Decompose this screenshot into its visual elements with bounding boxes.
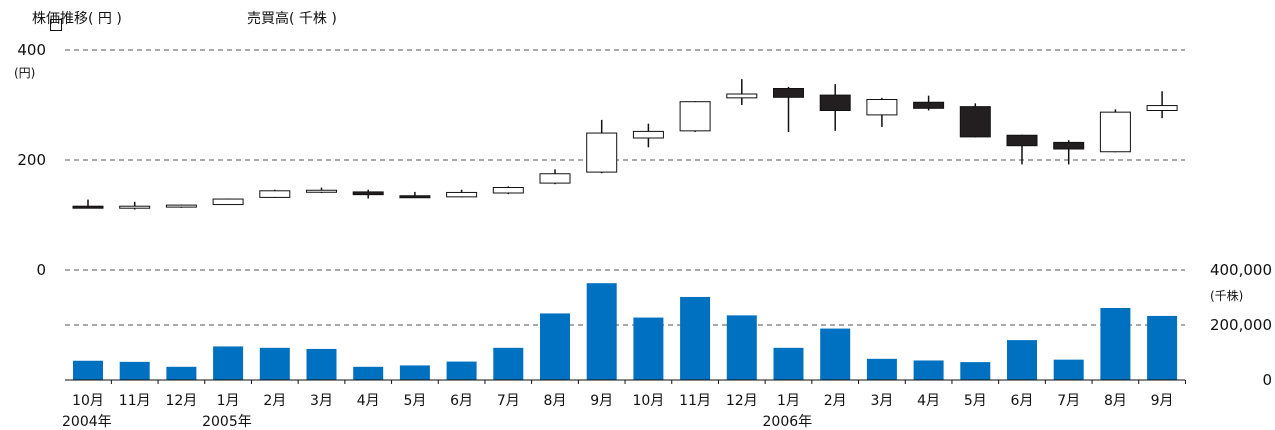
candle-body (866, 99, 898, 116)
month-label: 5月 (403, 393, 426, 409)
candle-body (773, 88, 804, 98)
candle-body (819, 94, 851, 111)
candle-body (1099, 111, 1131, 153)
volume-tick-label: 0 (1262, 371, 1272, 389)
candle-body (913, 101, 945, 109)
month-label: 4月 (917, 393, 940, 409)
volume-bar (306, 348, 337, 380)
month-label: 7月 (497, 393, 520, 409)
price-candles (72, 79, 1178, 210)
price-unit-label: (円) (14, 66, 35, 80)
price-axis: 0 200 400 (円) (14, 41, 46, 279)
volume-bar (399, 365, 430, 380)
candle-body (726, 93, 758, 99)
month-label: 3月 (870, 393, 893, 409)
month-label: 9月 (590, 393, 613, 409)
volume-bar (1100, 307, 1131, 380)
month-label: 12月 (726, 393, 758, 409)
candle-body (679, 101, 711, 132)
candle-body (1006, 134, 1038, 147)
volume-tick-label: 400,000 (1210, 261, 1272, 279)
candle-body (539, 173, 571, 184)
volume-bar (586, 283, 617, 380)
month-label: 4月 (357, 393, 380, 409)
month-label: 12月 (165, 393, 197, 409)
price-legend: 株価推移( 円 ) (32, 8, 122, 31)
volume-legend-label: 売買高( 千株 ) (247, 11, 337, 27)
candle-body (119, 205, 151, 209)
volume-bar (493, 347, 524, 380)
volume-bar (960, 362, 991, 380)
month-label: 1月 (777, 393, 800, 409)
month-label: 11月 (679, 393, 711, 409)
month-label: 6月 (450, 393, 473, 409)
volume-tick-label: 200,000 (1210, 316, 1272, 334)
year-label: 2006年 (763, 414, 813, 430)
volume-bar (773, 347, 804, 380)
volume-bar (866, 358, 897, 380)
volume-bar (680, 296, 711, 380)
month-label: 6月 (1011, 393, 1034, 409)
price-legend-label: 株価推移( 円 ) (32, 11, 122, 27)
price-tick-label: 200 (17, 151, 46, 169)
month-label: 2月 (824, 393, 847, 409)
volume-unit-label: (千株) (1210, 288, 1243, 303)
candle-body (352, 191, 384, 196)
volume-bar (353, 366, 384, 380)
volume-bar (446, 361, 477, 380)
grid-layer (65, 49, 1185, 326)
candle-body (1146, 105, 1178, 112)
volume-bar (1147, 315, 1178, 380)
volume-bar (119, 361, 150, 380)
volume-bars (73, 283, 1178, 380)
volume-bar (913, 360, 944, 380)
volume-bar (540, 313, 570, 380)
candle-body (212, 198, 244, 206)
month-label: 11月 (119, 393, 151, 409)
month-label: 5月 (964, 393, 987, 409)
month-label: 10月 (72, 393, 104, 409)
month-label: 8月 (1104, 393, 1127, 409)
volume-axis: 0 200,000 400,000 (千株) (1210, 261, 1272, 389)
volume-bar (166, 366, 197, 380)
volume-bar (1053, 359, 1084, 380)
year-label: 2004年 (62, 414, 112, 430)
month-label: 1月 (217, 393, 240, 409)
candle-body (1053, 141, 1085, 150)
candle-body (586, 132, 618, 173)
month-label: 8月 (544, 393, 567, 409)
candle-body (72, 205, 104, 209)
month-label: 7月 (1057, 393, 1080, 409)
volume-bar (213, 346, 244, 380)
candle-body (306, 189, 337, 193)
candle-body (446, 191, 478, 198)
volume-bar (820, 328, 851, 380)
candle-body (165, 204, 197, 208)
volume-bar (1007, 340, 1037, 380)
legend-marker-icon (50, 19, 62, 31)
volume-bar (726, 315, 757, 380)
month-label: 9月 (1151, 393, 1174, 409)
volume-bar (633, 317, 664, 380)
volume-bar (259, 347, 290, 380)
price-tick-label: 0 (36, 261, 46, 279)
x-axis: 10月 11月 12月 1月 2月 3月 4月 5月 6月 7月 8月 9月 10月 11月 12月 1月 2月… (62, 379, 1186, 430)
volume-bar (73, 360, 103, 380)
volume-legend: 売買高( 千株 ) (247, 8, 337, 28)
candle-body (259, 190, 291, 198)
candle-body (632, 130, 664, 139)
candle-body (959, 106, 991, 138)
month-label: 10月 (632, 393, 664, 409)
candle-body (492, 187, 524, 194)
month-label: 2月 (263, 393, 286, 409)
month-label: 3月 (310, 393, 333, 409)
price-tick-label: 400 (17, 41, 46, 59)
candle-body (399, 195, 431, 199)
year-label: 2005年 (202, 414, 252, 430)
